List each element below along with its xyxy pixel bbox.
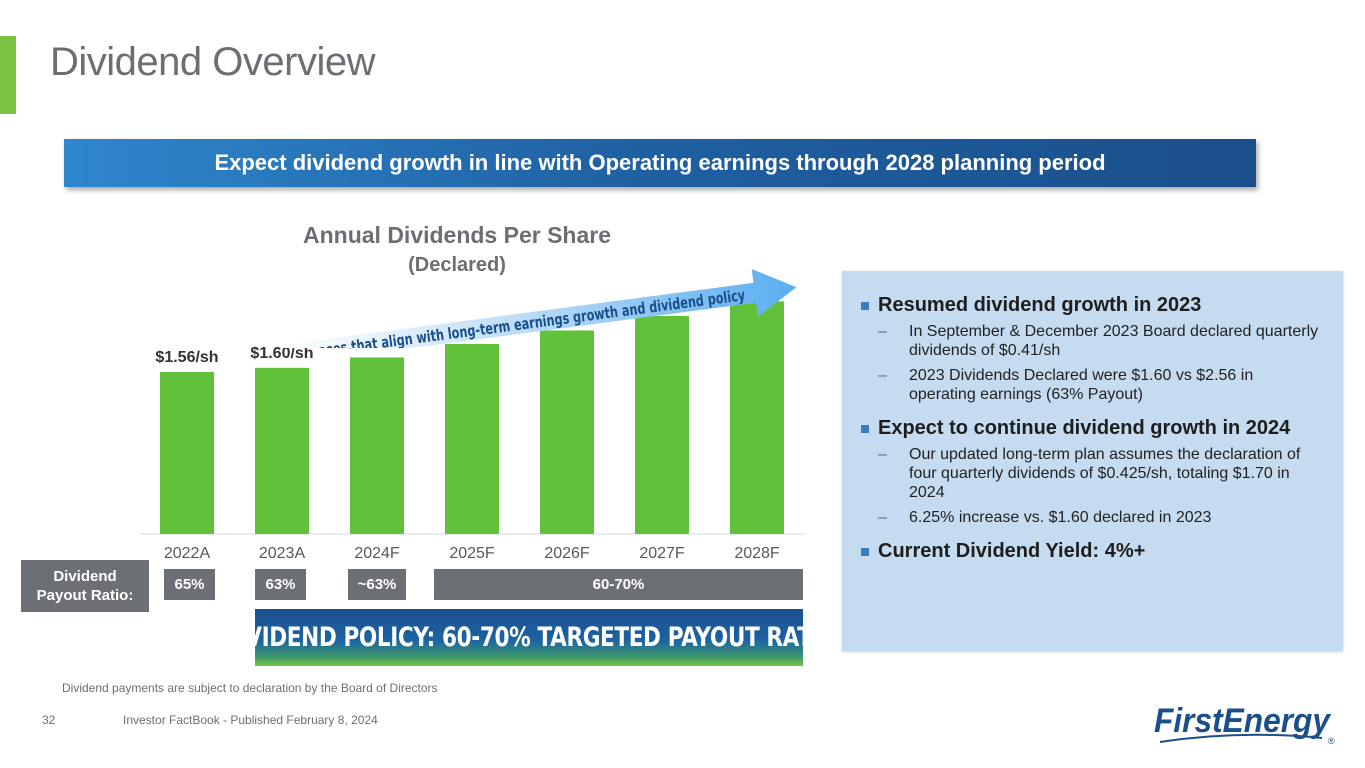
footer-text: Investor FactBook - Published February 8… bbox=[123, 713, 378, 727]
payout-2022: 65% bbox=[164, 569, 215, 600]
bar-2024F bbox=[350, 357, 404, 534]
logo-text: FirstEnergy bbox=[1154, 702, 1332, 740]
payout-ratio-label: Dividend Payout Ratio: bbox=[21, 560, 149, 612]
bar-2025F bbox=[445, 343, 499, 534]
payout-label-line1: Dividend bbox=[53, 568, 117, 585]
bar-2022A bbox=[160, 372, 214, 534]
payout-2025-2028: 60-70% bbox=[434, 569, 803, 600]
dash-icon: – bbox=[878, 323, 887, 340]
headline-banner-text: Expect dividend growth in line with Oper… bbox=[214, 150, 1106, 175]
growth-arrow-label: Increases that align with long-term earn… bbox=[286, 286, 746, 348]
logo-registered-mark: ® bbox=[1328, 736, 1335, 746]
payout-2024: ~63% bbox=[348, 569, 406, 600]
firstenergy-logo: FirstEnergy ® bbox=[1154, 702, 1335, 746]
sub-bullet: –2023 Dividends Declared were $1.60 vs $… bbox=[878, 367, 1254, 403]
growth-arrow: Increases that align with long-term earn… bbox=[279, 268, 797, 348]
chart-title: Annual Dividends Per Share bbox=[302, 222, 612, 248]
bar-data-label: $1.56/sh bbox=[155, 349, 218, 366]
dividend-policy-banner: DIVIDEND POLICY: 60-70% TARGETED PAYOUT … bbox=[220, 609, 838, 666]
dash-icon: – bbox=[878, 367, 887, 384]
bullet-continue-growth: Expect to continue dividend growth in 20… bbox=[861, 416, 1323, 441]
bullet-dividend-yield: Current Dividend Yield: 4%+ bbox=[861, 539, 1323, 564]
bar-2026F bbox=[540, 330, 594, 534]
sub-bullet: –6.25% increase vs. $1.60 declared in 20… bbox=[878, 509, 1212, 526]
dividend-policy-text: DIVIDEND POLICY: 60-70% TARGETED PAYOUT … bbox=[220, 622, 838, 653]
x-tick-label: 2028F bbox=[734, 545, 780, 562]
sub-bullet: – In September & December 2023 Board decl… bbox=[878, 323, 1319, 359]
chart-subtitle: (Declared) bbox=[408, 254, 506, 276]
dash-icon: – bbox=[878, 509, 887, 526]
footnote: Dividend payments are subject to declara… bbox=[62, 681, 438, 695]
x-tick-label: 2022A bbox=[164, 545, 211, 562]
logo-swoosh bbox=[1159, 733, 1323, 743]
bar-2027F bbox=[635, 315, 689, 534]
page-number: 32 bbox=[42, 713, 56, 727]
growth-arrow-shape bbox=[279, 268, 797, 348]
page-title: Dividend Overview bbox=[50, 40, 375, 84]
x-tick-label: 2025F bbox=[449, 545, 495, 562]
x-tick-label: 2024F bbox=[354, 545, 400, 562]
payout-2023: 63% bbox=[255, 569, 306, 600]
x-tick-label: 2027F bbox=[639, 545, 685, 562]
dash-icon: – bbox=[878, 446, 887, 463]
sub-bullet: – Our updated long-term plan assumes the … bbox=[878, 446, 1301, 501]
dividend-bar-chart: 2022A$1.56/sh2023A$1.60/sh2024F$1.70/sh2… bbox=[140, 301, 805, 562]
title-accent-bar bbox=[0, 36, 16, 114]
highlights-panel: Resumed dividend growth in 2023 – In Sept… bbox=[842, 271, 1343, 651]
x-tick-label: 2023A bbox=[259, 545, 306, 562]
bar-2023A bbox=[255, 367, 309, 534]
headline-banner: Expect dividend growth in line with Oper… bbox=[64, 139, 1256, 187]
payout-label-line2: Payout Ratio: bbox=[36, 587, 134, 604]
bar-2028F bbox=[730, 301, 784, 534]
x-tick-label: 2026F bbox=[544, 545, 590, 562]
bullet-resumed-growth: Resumed dividend growth in 2023 bbox=[861, 293, 1323, 318]
bar-data-label: $1.60/sh bbox=[250, 345, 313, 362]
